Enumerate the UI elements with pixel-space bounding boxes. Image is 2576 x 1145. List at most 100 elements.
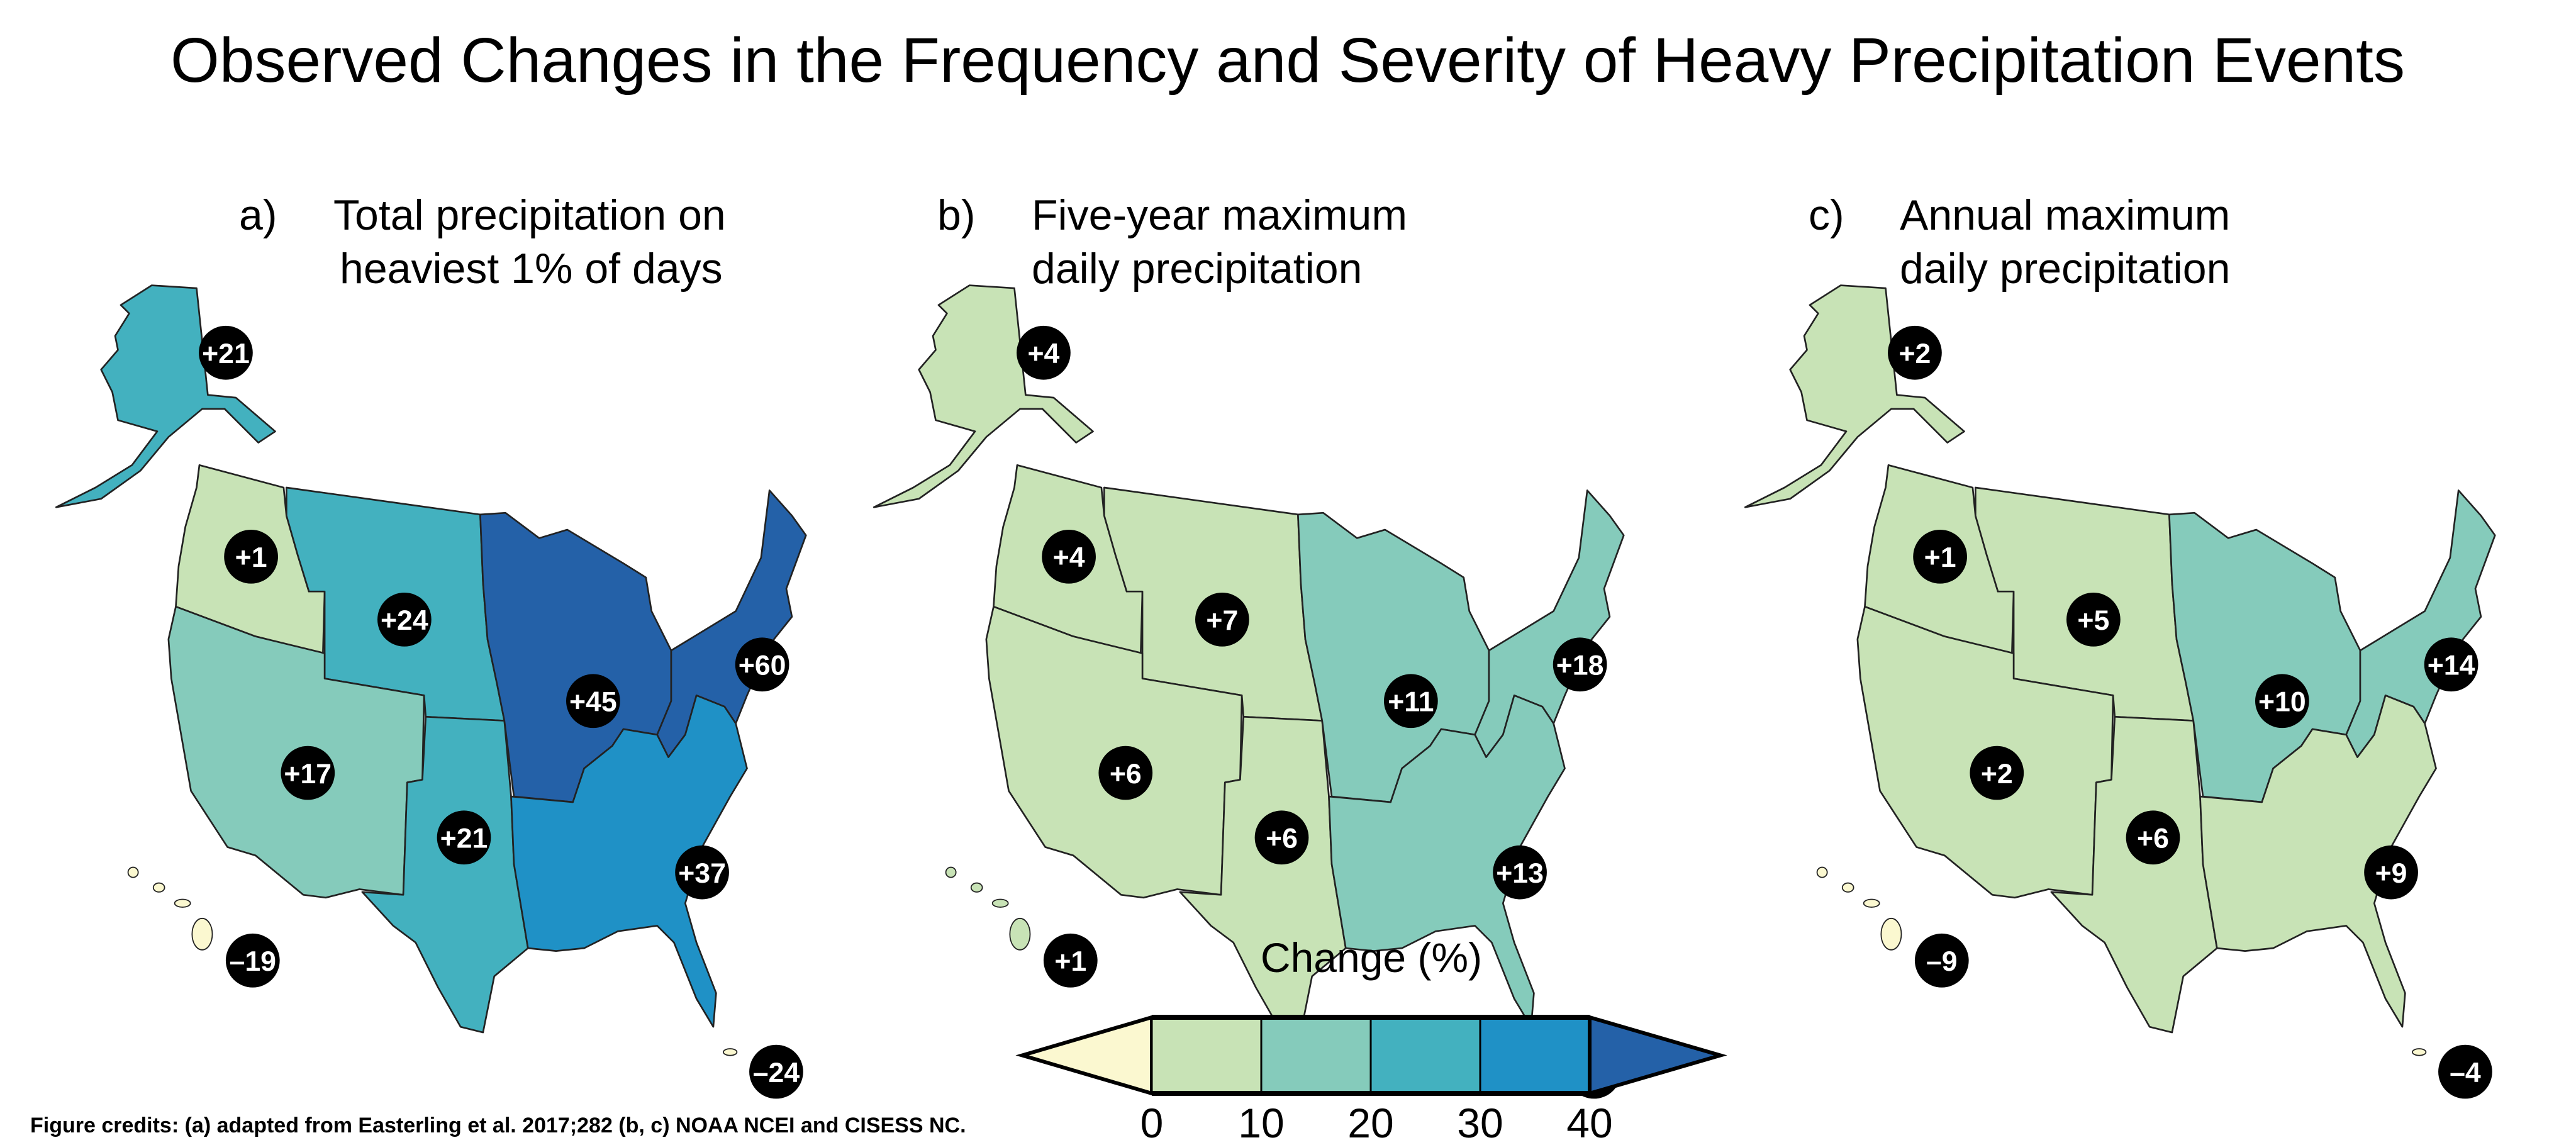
- value-label: +21: [202, 338, 250, 369]
- value-badge-puerto-rico: –24: [749, 1044, 803, 1099]
- map: +21 +1 +24 +17 +21 +45 +60 +37 –19 –24: [55, 284, 807, 1099]
- region-hawaii: [127, 866, 213, 951]
- value-label: –19: [230, 946, 276, 977]
- value-badge-northwest: +4: [1042, 529, 1096, 584]
- legend-tick-label: 0: [1140, 1100, 1164, 1145]
- value-label: +10: [2258, 687, 2306, 718]
- value-label: +1: [1924, 542, 1956, 573]
- region-southeast: [2199, 695, 2437, 1028]
- value-badge-southwest: +2: [1970, 746, 2024, 800]
- map-panel-b: b) Five-year maximum daily precipitation +4…: [873, 191, 1625, 1099]
- panel-title-line1: Total precipitation on: [333, 191, 726, 239]
- value-badge-northwest: +1: [1913, 529, 1967, 584]
- value-badge-southeast: +37: [675, 845, 729, 900]
- panel-title-line2: daily precipitation: [1032, 245, 1362, 293]
- panel-title-line2: daily precipitation: [1900, 245, 2230, 293]
- legend-tick-label: 40: [1566, 1100, 1612, 1145]
- value-label: +37: [678, 858, 726, 889]
- value-badge-southern-great-plains: +21: [437, 810, 491, 865]
- value-label: +13: [1496, 858, 1544, 889]
- value-label: –4: [2450, 1058, 2481, 1088]
- value-label: –9: [1926, 946, 1958, 977]
- value-label: +14: [2428, 651, 2475, 681]
- legend-bin-above-40: [1588, 1015, 1727, 1096]
- legend-bin-10-20: [1260, 1016, 1372, 1095]
- value-label: +9: [2375, 858, 2407, 889]
- legend-tick-label: 10: [1238, 1100, 1284, 1145]
- value-badge-northeast: +14: [2424, 637, 2478, 692]
- value-label: +1: [235, 542, 267, 573]
- value-badge-southwest: +6: [1098, 746, 1153, 800]
- value-badge-alaska: +21: [199, 325, 253, 380]
- panel-title-line1: Five-year maximum: [1032, 191, 1407, 239]
- color-legend: Change (%) 0 10 20 30 40: [1015, 934, 1727, 1145]
- value-badge-northwest: +1: [224, 529, 278, 584]
- panel-title-line2: heaviest 1% of days: [340, 245, 723, 293]
- value-label: +6: [2137, 824, 2169, 854]
- value-label: +11: [1388, 687, 1434, 718]
- value-label: +1: [1054, 946, 1086, 977]
- region-hawaii: [1816, 866, 1902, 951]
- value-label: +21: [440, 824, 488, 854]
- value-label: +60: [739, 651, 786, 681]
- value-badge-midwest: +11: [1384, 674, 1438, 729]
- legend-bin-20-30: [1369, 1016, 1481, 1095]
- value-label: +2: [1899, 338, 1931, 369]
- value-badge-hawaii: –9: [1914, 933, 1969, 988]
- panel-letter: a): [239, 191, 277, 239]
- value-badge-alaska: +4: [1017, 325, 1071, 380]
- region-southeast: [1328, 695, 1566, 1028]
- panel-title-line1: Annual maximum: [1900, 191, 2230, 239]
- value-badge-northeast: +60: [735, 637, 789, 692]
- map: +2 +1 +5 +2 +6 +10 +14 +9 –9 –4: [1744, 284, 2496, 1099]
- value-badge-alaska: +2: [1888, 325, 1942, 380]
- value-badge-hawaii: –19: [225, 933, 280, 988]
- value-label: +6: [1110, 759, 1142, 790]
- value-label: +7: [1206, 605, 1238, 636]
- figure-credits: Figure credits: (a) adapted from Easterl…: [30, 1114, 966, 1137]
- legend-bin-below-0: [1015, 1014, 1154, 1097]
- map: +4+4+7+6+6+11+18+13+1–15: [873, 284, 1625, 1099]
- figure-title: Observed Changes in the Frequency and Se…: [170, 25, 2405, 96]
- legend-bin-30-40: [1479, 1016, 1591, 1095]
- value-label: +24: [381, 605, 428, 636]
- region-alaska: [1744, 284, 1965, 508]
- region-southeast: [510, 695, 748, 1028]
- value-badge-southeast: +13: [1493, 845, 1547, 900]
- legend-tick-label: 30: [1457, 1100, 1503, 1145]
- value-badge-midwest: +10: [2255, 674, 2309, 729]
- value-badge-southeast: +9: [2364, 845, 2418, 900]
- value-badge-southern-great-plains: +6: [2126, 810, 2180, 865]
- value-label: +2: [1981, 759, 2013, 790]
- value-label: +4: [1053, 542, 1085, 573]
- panel-letter: b): [937, 191, 975, 239]
- legend-bin-0-10: [1151, 1016, 1263, 1095]
- value-badge-northeast: +18: [1553, 637, 1607, 692]
- value-badge-midwest: +45: [566, 674, 620, 729]
- region-alaska: [873, 284, 1094, 508]
- value-label: +4: [1027, 338, 1059, 369]
- value-badge-puerto-rico: –4: [2438, 1044, 2492, 1099]
- panel-letter: c): [1809, 191, 1844, 239]
- value-label: +18: [1556, 651, 1604, 681]
- region-alaska: [55, 284, 276, 508]
- map-panel-a: a) Total precipitation on heaviest 1% of d…: [55, 191, 807, 1099]
- value-badge-northern-great-plains: +7: [1195, 592, 1249, 647]
- value-label: +6: [1266, 824, 1298, 854]
- map-panels: a) Total precipitation on heaviest 1% of d…: [55, 191, 2496, 1099]
- value-badge-southwest: +17: [281, 746, 335, 800]
- value-badge-hawaii: +1: [1043, 933, 1098, 988]
- value-label: –24: [753, 1058, 800, 1088]
- region-puerto-rico: [723, 1048, 738, 1056]
- legend-tick-label: 20: [1347, 1100, 1393, 1145]
- legend-title: Change (%): [1261, 934, 1482, 981]
- value-label: +17: [284, 759, 332, 790]
- value-badge-northern-great-plains: +24: [377, 592, 432, 647]
- value-label: +45: [569, 687, 617, 718]
- region-hawaii: [945, 866, 1031, 951]
- region-puerto-rico: [2412, 1048, 2427, 1056]
- value-badge-northern-great-plains: +5: [2066, 592, 2121, 647]
- value-label: +5: [2077, 605, 2109, 636]
